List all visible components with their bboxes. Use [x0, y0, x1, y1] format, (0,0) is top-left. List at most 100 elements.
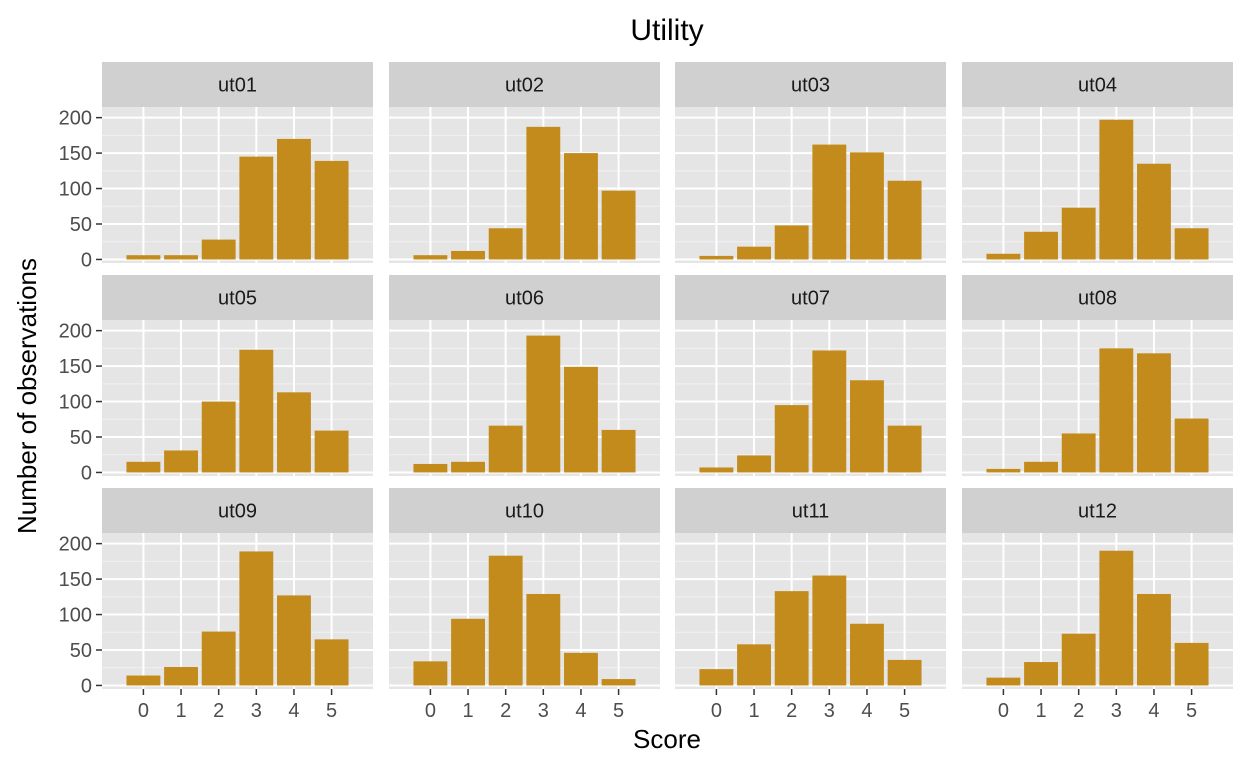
facet-strip: [675, 488, 946, 533]
y-tick-label: 200: [59, 321, 92, 343]
bar-ut06-score-3: [526, 335, 561, 473]
bar-ut02-score-5: [601, 190, 636, 260]
bar-ut11-score-2: [774, 591, 809, 686]
facet-strip-label: ut06: [505, 288, 544, 310]
bar-ut03-score-3: [812, 144, 847, 260]
bar-ut06-score-0: [413, 463, 448, 473]
bar-ut05-score-5: [314, 430, 349, 473]
bar-ut02-score-4: [564, 153, 598, 260]
y-tick-label: 100: [59, 392, 92, 414]
bar-ut07-score-0: [699, 467, 734, 473]
bar-ut05-score-0: [126, 461, 161, 473]
bar-ut02-score-3: [526, 126, 561, 260]
bar-ut08-score-1: [1024, 461, 1058, 473]
bar-ut07-score-4: [850, 380, 884, 473]
bar-ut07-score-3: [812, 350, 847, 473]
x-tick-label: 1: [462, 700, 473, 722]
bar-ut10-score-2: [488, 555, 523, 686]
bar-ut12-score-5: [1174, 642, 1209, 686]
bar-ut10-score-4: [564, 652, 598, 686]
facet-panel-ut04: ut04: [962, 62, 1233, 263]
bar-ut07-score-1: [737, 455, 771, 473]
bar-ut09-score-4: [277, 595, 311, 686]
bar-ut02-score-0: [413, 255, 448, 260]
y-tick-label: 200: [59, 108, 92, 130]
facet-panel-ut12: ut12 0 1 2 3 4 5: [962, 488, 1233, 722]
bar-ut06-score-1: [451, 461, 485, 473]
bar-ut04-score-2: [1061, 207, 1096, 260]
facet-strip: [675, 275, 946, 320]
bar-ut12-score-4: [1137, 593, 1171, 686]
facet-strip: [675, 62, 946, 107]
facet-strip-label: ut11: [792, 501, 829, 523]
y-tick-label: 100: [59, 179, 92, 201]
facet-strip-label: ut10: [505, 501, 544, 523]
facet-panel-ut11: ut11 0 1 2 3 4 5: [675, 488, 946, 722]
facet-panel-ut02: ut02: [389, 62, 660, 263]
y-axis-title: Number of observations: [12, 258, 42, 534]
bar-ut01-score-1: [164, 255, 198, 260]
facet-strip-label: ut01: [218, 75, 257, 97]
bar-ut10-score-1: [451, 618, 485, 686]
facet-panel-ut09: ut09 0 50 100 150 200 0 1 2 3 4 5: [59, 488, 373, 722]
bar-ut03-score-1: [737, 246, 771, 260]
bar-ut04-score-0: [986, 253, 1021, 260]
facet-panel-ut08: ut08: [962, 275, 1233, 476]
bar-ut05-score-3: [239, 349, 274, 473]
bar-ut01-score-2: [201, 239, 236, 260]
x-tick-label: 3: [538, 700, 549, 722]
bar-ut12-score-1: [1024, 662, 1058, 686]
x-tick-label: 2: [786, 700, 797, 722]
bar-ut12-score-0: [986, 677, 1021, 686]
x-tick-label: 4: [861, 700, 872, 722]
x-tick-label: 1: [175, 700, 186, 722]
x-tick-label: 5: [613, 700, 624, 722]
y-tick-label: 50: [70, 214, 92, 236]
x-tick-label: 0: [425, 700, 436, 722]
bar-ut03-score-2: [774, 225, 809, 260]
x-tick-label: 2: [500, 700, 511, 722]
bar-ut05-score-2: [201, 401, 236, 473]
y-tick-label: 200: [59, 534, 92, 556]
facet-strip: [102, 275, 373, 320]
facet-strip: [389, 62, 660, 107]
x-tick-label: 5: [326, 700, 337, 722]
bar-ut11-score-1: [737, 644, 771, 686]
bar-ut12-score-3: [1099, 550, 1134, 686]
x-tick-label: 0: [998, 700, 1009, 722]
bar-ut08-score-5: [1174, 418, 1209, 473]
x-tick-label: 5: [1186, 700, 1197, 722]
bar-ut04-score-5: [1174, 228, 1209, 260]
facet-strip-label: ut08: [1078, 288, 1117, 310]
bar-ut09-score-2: [201, 631, 236, 686]
facet-panel-ut05: ut05 0 50 100 150 200: [59, 275, 373, 484]
bar-ut01-score-4: [277, 138, 311, 260]
bar-ut08-score-0: [986, 468, 1021, 473]
x-tick-label: 1: [1035, 700, 1046, 722]
facet-strip-label: ut09: [218, 501, 257, 523]
facet-strip: [102, 488, 373, 533]
facet-strip-label: ut07: [791, 288, 830, 310]
x-tick-label: 0: [711, 700, 722, 722]
x-tick-label: 1: [748, 700, 759, 722]
x-tick-label: 0: [138, 700, 149, 722]
bar-ut04-score-4: [1137, 163, 1171, 260]
x-tick-label: 5: [899, 700, 910, 722]
y-tick-label: 100: [59, 605, 92, 627]
bar-ut10-score-3: [526, 593, 561, 686]
bar-ut11-score-5: [887, 659, 922, 686]
facet-strip: [962, 62, 1233, 107]
bar-ut04-score-3: [1099, 119, 1134, 260]
chart-title: Utility: [630, 14, 703, 47]
x-tick-label: 2: [1073, 700, 1084, 722]
bar-ut09-score-3: [239, 551, 274, 686]
bar-ut02-score-2: [488, 228, 523, 260]
y-tick-label: 0: [81, 675, 92, 697]
x-tick-label: 2: [213, 700, 224, 722]
y-tick-label: 150: [59, 143, 92, 165]
bar-ut11-score-4: [850, 623, 884, 686]
y-tick-label: 150: [59, 356, 92, 378]
bar-ut06-score-2: [488, 425, 523, 473]
bar-ut11-score-3: [812, 575, 847, 686]
bar-ut06-score-5: [601, 429, 636, 473]
